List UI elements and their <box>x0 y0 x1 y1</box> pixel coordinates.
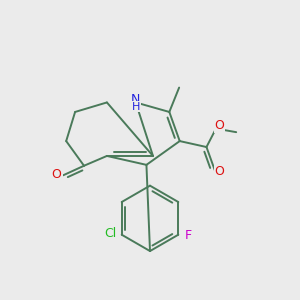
Text: O: O <box>52 168 61 181</box>
Text: Cl: Cl <box>104 227 116 240</box>
Text: H: H <box>131 102 140 112</box>
Text: F: F <box>184 229 191 242</box>
Text: O: O <box>214 119 224 132</box>
Text: N: N <box>131 93 140 106</box>
Text: O: O <box>214 166 224 178</box>
